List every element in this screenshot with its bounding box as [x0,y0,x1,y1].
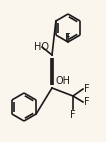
Text: F: F [84,84,90,94]
Text: F: F [70,110,76,120]
Text: F: F [84,97,90,107]
Text: OH: OH [55,76,70,86]
Text: F: F [65,33,71,43]
Text: HO: HO [34,42,49,52]
